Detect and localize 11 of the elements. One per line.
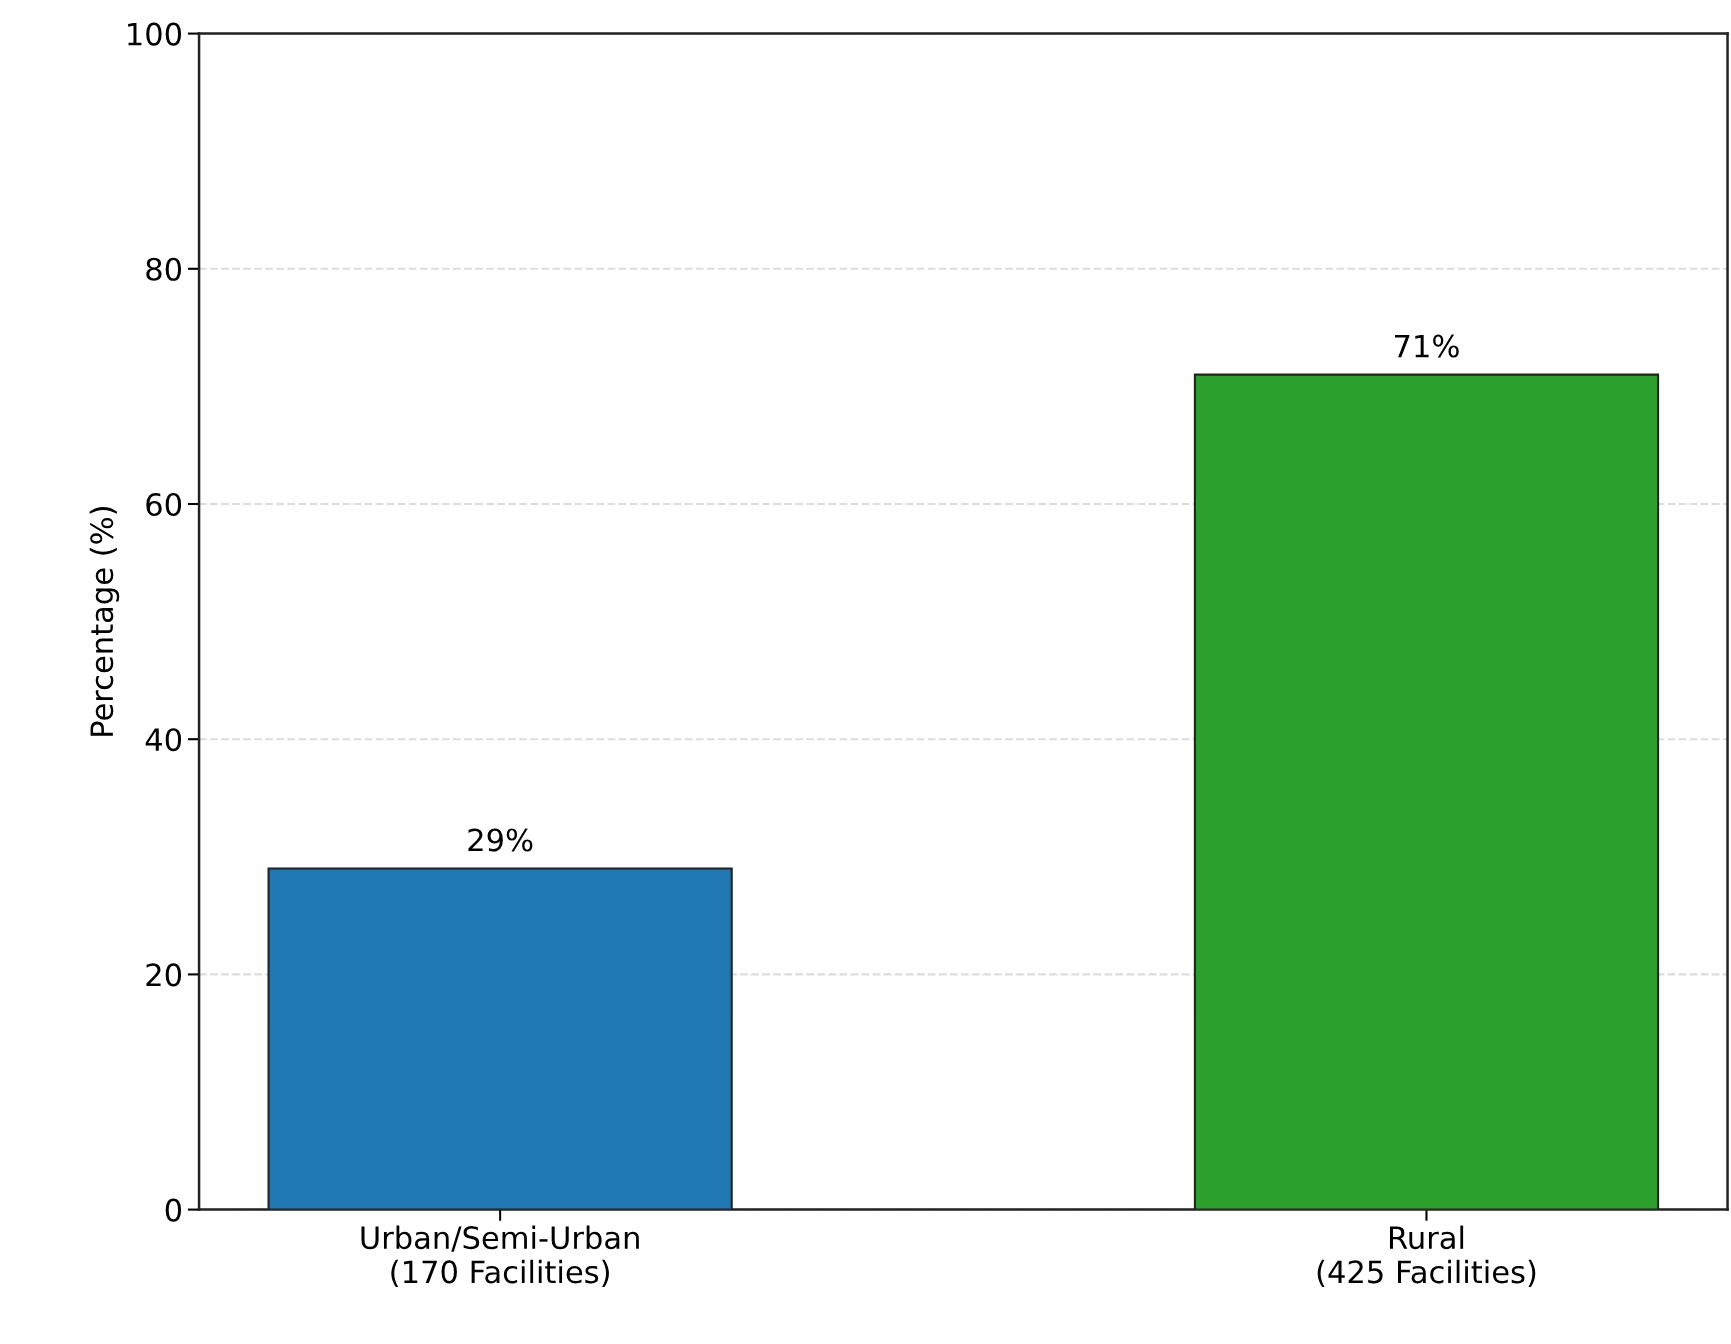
- y-axis-title: Percentage (%): [89, 507, 120, 736]
- y-tick-label: 20: [146, 963, 182, 987]
- y-tick-label: 60: [146, 492, 182, 517]
- data-label: 71%: [1395, 334, 1459, 358]
- y-tick-label: 100: [128, 22, 182, 46]
- data-label: 29%: [468, 828, 533, 852]
- y-tick-label: 40: [145, 728, 182, 752]
- x-tick-label: Urban/Semi-Urban (170 Facilities): [361, 1225, 639, 1288]
- y-tick-label: 80: [146, 257, 182, 281]
- x-tick-label: Rural (425 Facilities): [1317, 1225, 1536, 1288]
- y-tick-label: 0: [165, 1198, 182, 1222]
